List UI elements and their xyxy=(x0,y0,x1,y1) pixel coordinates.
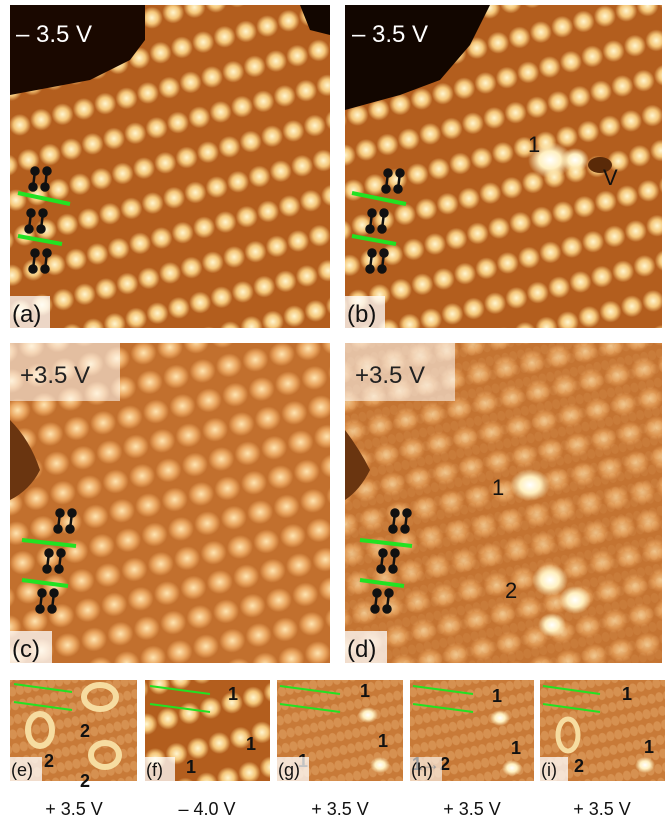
panel-a: – 3.5 V (a) xyxy=(10,5,330,328)
annotation: 1 xyxy=(528,132,540,157)
voltage-label: – 3.5 V xyxy=(352,21,428,48)
panel-label: (e) xyxy=(11,760,33,780)
panel-g: 1 1 1 (g) + 3.5 V xyxy=(277,680,403,819)
voltage-caption: – 4.0 V xyxy=(178,799,235,819)
annotation: 1 xyxy=(622,684,632,704)
annotation: 2 xyxy=(505,578,517,603)
annotation: 1 xyxy=(186,757,196,777)
bright-defect xyxy=(561,148,589,172)
annotation: 1 xyxy=(246,734,256,754)
panel-e: 2 2 2 (e) + 3.5 V xyxy=(10,680,137,819)
voltage-caption: + 3.5 V xyxy=(573,799,631,819)
voltage-label: – 3.5 V xyxy=(16,21,92,48)
annotation: 1 xyxy=(492,475,504,500)
panel-label: (f) xyxy=(146,760,163,780)
voltage-caption: + 3.5 V xyxy=(311,799,369,819)
bright-defect xyxy=(358,707,378,723)
panel-i: 1 1 2 (i) + 3.5 V xyxy=(540,680,665,819)
voltage-label: +3.5 V xyxy=(355,362,425,389)
figure: – 3.5 V (a) – 3.5 V 1 V (b) +3.5 V (c) +… xyxy=(0,0,669,829)
voltage-caption: + 3.5 V xyxy=(443,799,501,819)
annotation: 2 xyxy=(574,756,584,776)
voltage-label: +3.5 V xyxy=(20,362,90,389)
panel-label: (i) xyxy=(541,760,557,780)
annotation: 1 xyxy=(511,738,521,758)
annotation: 1 xyxy=(492,686,502,706)
annotation: 1 xyxy=(378,731,388,751)
annotation: 2 xyxy=(80,771,90,791)
panel-f: 1 1 1 (f) – 4.0 V xyxy=(145,680,270,819)
annotation: 2 xyxy=(44,751,54,771)
panel-b: – 3.5 V 1 V (b) xyxy=(345,5,662,328)
panel-label: (a) xyxy=(12,301,41,328)
panel-h: 1 1 1→2 (h) + 3.5 V xyxy=(410,680,534,819)
bright-defect xyxy=(370,757,390,773)
panel-label: (b) xyxy=(347,301,376,328)
bright-defect xyxy=(510,469,550,501)
bright-defect xyxy=(559,586,591,614)
panel-label: (d) xyxy=(347,636,376,663)
voltage-caption: + 3.5 V xyxy=(45,799,103,819)
bright-defect xyxy=(538,613,566,637)
annotation: 1 xyxy=(228,684,238,704)
bright-defect xyxy=(502,760,522,776)
annotation: 2 xyxy=(80,721,90,741)
panel-d: +3.5 V 1 2 (d) xyxy=(345,343,662,663)
panel-label: (h) xyxy=(411,760,433,780)
panel-label: (c) xyxy=(12,636,40,663)
annotation: V xyxy=(603,165,618,190)
bright-defect xyxy=(635,757,655,773)
annotation: 1 xyxy=(644,737,654,757)
bright-defect xyxy=(490,710,510,726)
panel-c: +3.5 V (c) xyxy=(10,343,330,663)
panel-label: (g) xyxy=(278,760,300,780)
annotation: 1 xyxy=(360,681,370,701)
